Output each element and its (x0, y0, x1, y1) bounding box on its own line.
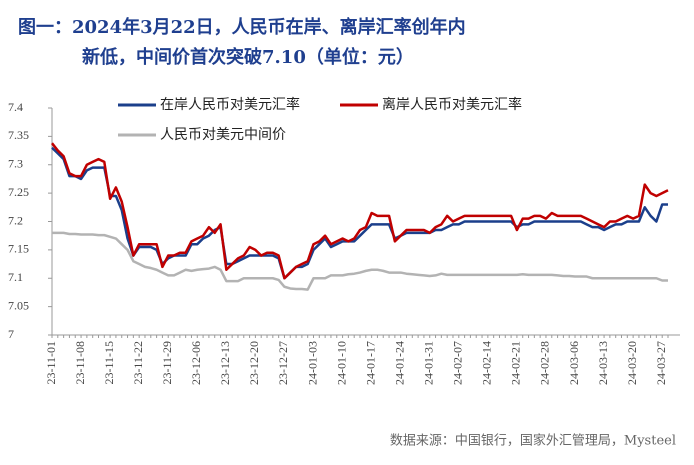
x-tick-label: 23-11-15 (102, 341, 116, 385)
series-line (51, 142, 669, 280)
x-tick-label: 24-01-03 (305, 341, 319, 385)
chart-title: 新低，中间价首次突破7.10（单位：元） (82, 46, 414, 68)
x-tick-label: 24-01-17 (363, 341, 377, 385)
x-tick-label: 23-12-20 (247, 341, 261, 385)
legend-label: 在岸人民币对美元汇率 (160, 96, 300, 113)
x-tick-label: 24-03-20 (625, 341, 639, 385)
legend-label: 人民币对美元中间价 (160, 127, 286, 143)
x-tick-label: 24-01-24 (392, 341, 406, 385)
y-tick-label: 7.1 (8, 270, 23, 284)
x-tick-label: 23-12-13 (218, 341, 232, 385)
source-note: 数据来源：中国银行，国家外汇管理局，Mysteel (390, 433, 676, 449)
x-tick-label: 24-01-31 (421, 341, 435, 385)
x-tick-label: 24-02-14 (480, 341, 494, 385)
series-line (52, 231, 668, 291)
y-tick-label: 7.15 (8, 242, 29, 256)
x-tick-label: 24-01-10 (334, 341, 348, 385)
x-tick-label: 24-03-06 (567, 341, 581, 385)
y-tick-label: 7 (8, 327, 14, 341)
series-line (51, 146, 668, 280)
y-tick-label: 7.4 (8, 100, 23, 114)
x-tick-label: 23-11-29 (160, 341, 174, 385)
x-tick-label: 24-03-27 (654, 341, 668, 385)
y-tick-label: 7.2 (8, 213, 23, 227)
x-tick-label: 23-11-22 (131, 341, 145, 385)
chart-title: 图一：2024年3月22日，人民币在岸、离岸汇率创年内 (18, 16, 466, 38)
y-tick-label: 7.25 (8, 185, 29, 199)
x-tick-label: 23-12-27 (276, 341, 290, 385)
x-tick-label: 24-02-21 (509, 341, 523, 385)
y-tick-label: 7.3 (8, 157, 23, 171)
x-tick-label: 23-11-08 (73, 341, 87, 385)
y-tick-label: 7.05 (8, 298, 29, 312)
x-tick-label: 24-02-07 (451, 341, 465, 385)
legend-label: 离岸人民币对美元汇率 (382, 96, 522, 113)
x-tick-label: 24-02-28 (538, 341, 552, 385)
x-tick-label: 24-03-13 (596, 341, 610, 385)
y-tick-label: 7.35 (8, 128, 29, 142)
x-tick-label: 23-11-01 (44, 341, 58, 385)
x-tick-label: 23-12-06 (189, 341, 203, 385)
